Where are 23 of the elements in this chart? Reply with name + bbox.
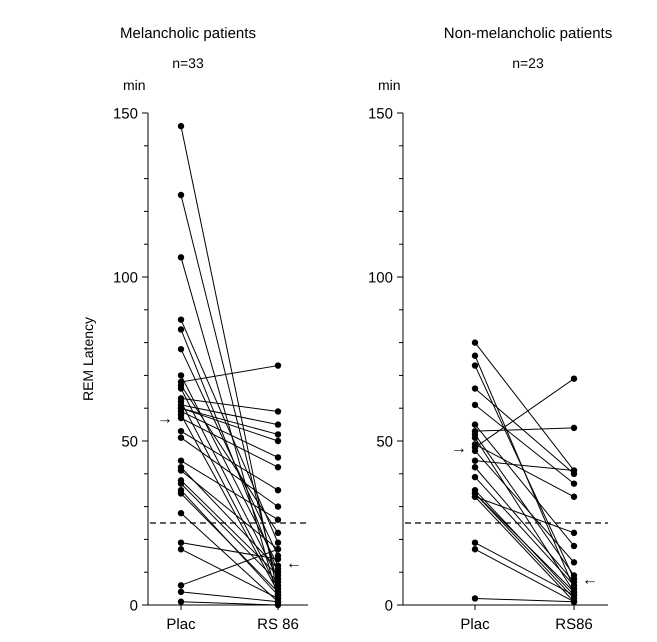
text: min bbox=[123, 77, 146, 93]
x-tick-label: Plac bbox=[460, 616, 490, 633]
annotation: → bbox=[157, 410, 173, 428]
y-tick-label: 50 bbox=[376, 433, 393, 450]
annotation: → bbox=[451, 440, 467, 458]
annotation: ← bbox=[582, 571, 598, 588]
x-tick-label: Plac bbox=[166, 616, 196, 633]
y-tick-label: 150 bbox=[112, 105, 138, 122]
x-tick-label: RS 86 bbox=[257, 616, 299, 633]
chart-subtitle: n=33 bbox=[172, 55, 204, 71]
y-tick-label: 0 bbox=[384, 597, 393, 614]
y-tick-label: 0 bbox=[130, 597, 138, 614]
y-axis-title: REM Latency bbox=[80, 316, 96, 402]
y-tick-label: 100 bbox=[368, 269, 393, 286]
y-tick-label: 150 bbox=[368, 105, 393, 122]
annotation: ← bbox=[286, 554, 302, 572]
x-tick-label: RS86 bbox=[555, 616, 593, 633]
y-tick-label: 100 bbox=[112, 269, 138, 286]
text: min bbox=[378, 77, 401, 93]
chart-title: Melancholic patients bbox=[120, 25, 256, 42]
y-tick-label: 50 bbox=[121, 433, 138, 450]
chart-subtitle: n=23 bbox=[512, 55, 544, 71]
chart-title: Non-melancholic patients bbox=[444, 25, 612, 42]
